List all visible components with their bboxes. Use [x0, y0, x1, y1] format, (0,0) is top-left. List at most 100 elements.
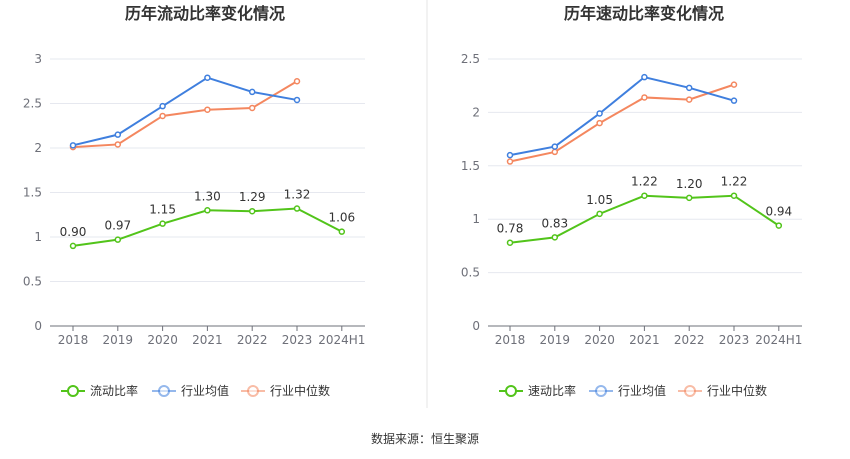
series-line — [72, 76, 298, 147]
data-point — [204, 106, 211, 113]
data-point — [114, 236, 122, 243]
data-point — [685, 96, 693, 103]
data-point — [248, 207, 256, 215]
data-point — [506, 158, 514, 165]
data-label: 0.83 — [541, 216, 568, 230]
data-point — [114, 141, 122, 148]
data-point — [293, 78, 301, 85]
data-point — [596, 210, 603, 218]
legend-swatch-marker — [595, 385, 607, 397]
data-point — [159, 112, 166, 120]
y-tick-label: 0 — [34, 319, 42, 333]
data-point — [775, 222, 783, 229]
legend-label: 行业均值 — [618, 383, 666, 398]
y-tick-label: 1 — [472, 212, 480, 226]
y-tick-label: 0.5 — [461, 266, 480, 280]
x-tick-label: 2021 — [629, 333, 660, 347]
y-tick-label: 0 — [472, 319, 480, 333]
data-label: 0.97 — [104, 219, 131, 233]
chart-title: 历年流动比率变化情况 — [125, 4, 285, 23]
data-source-note: 数据来源：恒生聚源 — [370, 432, 479, 446]
legend-item: 行业中位数 — [241, 383, 330, 398]
legend-label: 行业中位数 — [707, 383, 767, 398]
legend-swatch-marker — [158, 385, 170, 397]
data-point — [506, 151, 514, 159]
chart-title: 历年速动比率变化情况 — [564, 4, 724, 23]
data-point — [159, 220, 166, 227]
x-tick-label: 2022 — [674, 333, 705, 347]
legend-label: 行业均值 — [181, 383, 229, 398]
x-tick-label: 2020 — [147, 333, 178, 347]
x-tick-label: 2019 — [540, 333, 571, 347]
series-main: 0.78 0.83 1.05 1.22 1.20 1.22 0.94 — [497, 175, 792, 246]
data-point — [293, 96, 301, 104]
data-point — [293, 205, 301, 212]
y-tick-label: 1 — [34, 230, 42, 244]
y-tick-label: 2.5 — [23, 97, 42, 111]
data-point — [204, 207, 211, 214]
x-tick-label: 2020 — [584, 333, 615, 347]
legend-item: 行业中位数 — [678, 383, 767, 398]
legend-label: 行业中位数 — [270, 383, 330, 398]
data-point — [159, 102, 166, 110]
series-line — [509, 83, 735, 163]
y-tick-label: 2.5 — [461, 52, 480, 66]
data-label: 0.78 — [497, 222, 524, 236]
x-tick-label: 2018 — [495, 333, 526, 347]
legend-item: 行业均值 — [589, 383, 666, 398]
legend-item: 速动比率 — [499, 383, 576, 398]
data-point — [551, 143, 559, 150]
legend-swatch-marker — [247, 385, 259, 397]
y-tick-label: 3 — [34, 52, 42, 66]
data-label: 1.32 — [284, 188, 311, 202]
y-tick-label: 1.5 — [461, 159, 480, 173]
series-main: 0.90 0.97 1.15 1.30 1.29 1.32 1.06 — [60, 188, 355, 250]
data-label: 1.29 — [239, 190, 266, 204]
data-label: 1.06 — [328, 211, 355, 225]
series-industry-median — [69, 78, 301, 151]
data-point — [338, 228, 346, 235]
x-tick-label: 2021 — [192, 333, 223, 347]
legend-swatch-marker — [505, 385, 517, 397]
legend: 速动比率 行业均值 行业中位数 — [499, 383, 767, 398]
y-tick-label: 2 — [472, 105, 480, 119]
x-tick-label: 2022 — [237, 333, 268, 347]
x-tick-label: 2023 — [282, 333, 313, 347]
series-line — [509, 76, 735, 157]
y-tick-label: 2 — [34, 141, 42, 155]
data-point — [506, 239, 514, 246]
series-industry-median — [506, 81, 738, 165]
data-point — [551, 234, 559, 241]
data-point — [248, 104, 256, 112]
y-tick-label: 1.5 — [23, 186, 42, 200]
data-point — [248, 88, 256, 96]
y-tick-label: 0.5 — [23, 275, 42, 289]
data-label: 1.22 — [721, 175, 748, 189]
data-point — [730, 81, 738, 88]
data-point — [685, 194, 693, 202]
data-label: 0.90 — [60, 225, 87, 239]
data-label: 0.94 — [765, 205, 792, 219]
x-tick-label: 2023 — [719, 333, 750, 347]
legend-item: 流动比率 — [61, 383, 138, 398]
data-point — [730, 97, 738, 104]
data-label: 1.22 — [631, 175, 658, 189]
legend-swatch-marker — [67, 385, 79, 397]
data-point — [204, 74, 211, 81]
legend-item: 行业均值 — [152, 383, 229, 398]
legend-swatch-marker — [684, 385, 696, 397]
data-label: 1.30 — [194, 189, 221, 203]
x-tick-label: 2024H1 — [318, 333, 365, 347]
data-point — [730, 192, 738, 199]
legend-label: 速动比率 — [528, 383, 576, 398]
data-point — [596, 110, 603, 117]
chart-panel-2: 历年速动比率变化情况 0 0.5 1 1.5 2 2.5 2018 2019 2020 2021 20… — [461, 4, 802, 398]
data-point — [69, 142, 77, 149]
chart-panel-1: 历年流动比率变化情况 0 0.5 1 1.5 2 2.5 3 2018 2019 2020 2021 2… — [23, 4, 365, 398]
data-label: 1.20 — [676, 177, 703, 191]
series-line — [72, 80, 298, 149]
x-tick-label: 2024H1 — [755, 333, 802, 347]
data-point — [641, 94, 648, 101]
legend: 流动比率 行业均值 行业中位数 — [61, 383, 330, 398]
